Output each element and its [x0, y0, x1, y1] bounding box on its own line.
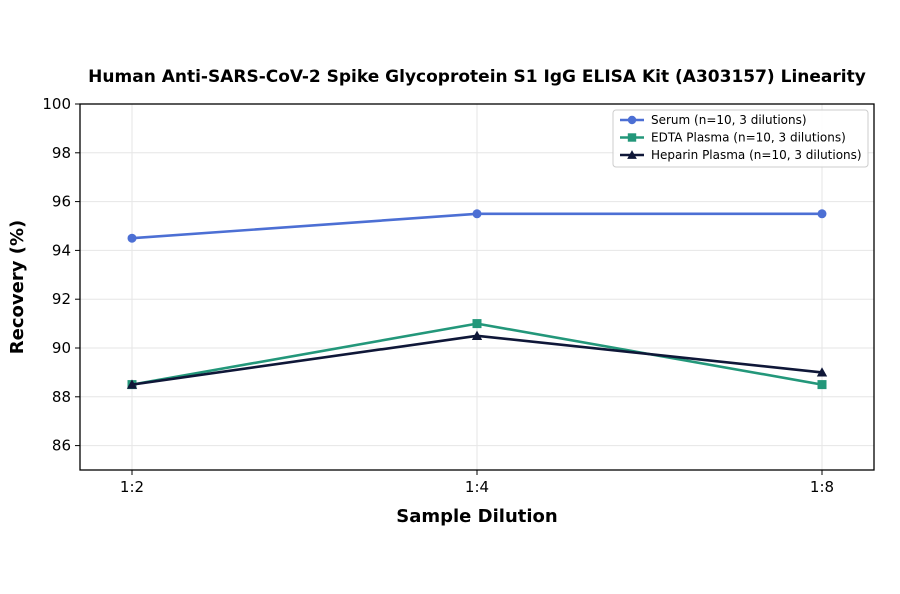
y-tick-label: 96 — [52, 193, 71, 211]
legend-item: EDTA Plasma (n=10, 3 dilutions) — [620, 131, 846, 145]
y-tick-label: 86 — [52, 437, 71, 455]
x-axis-ticks: 1:2 1:4 1:8 — [120, 470, 834, 496]
data-point — [817, 380, 827, 390]
x-axis-label: Sample Dilution — [396, 506, 557, 527]
legend-marker — [627, 150, 637, 159]
y-axis-ticks: 86 88 90 92 94 96 98 100 — [42, 95, 80, 455]
data-point — [472, 209, 482, 219]
series-layer — [126, 209, 828, 390]
data-point — [126, 379, 138, 389]
series-2 — [126, 330, 828, 389]
data-point — [127, 233, 137, 243]
legend-marker — [627, 115, 637, 125]
x-tick-label: 1:2 — [120, 478, 144, 496]
y-tick-label: 98 — [52, 144, 71, 162]
data-point — [817, 209, 827, 219]
y-tick-label: 88 — [52, 388, 71, 406]
legend-box — [612, 109, 869, 168]
data-point — [471, 330, 483, 340]
data-point — [816, 367, 828, 377]
legend-label: Heparin Plasma (n=10, 3 dilutions) — [651, 148, 862, 162]
legend-marker — [627, 133, 637, 142]
legend-label: Serum (n=10, 3 dilutions) — [651, 113, 807, 127]
y-tick-label: 100 — [42, 95, 71, 113]
y-tick-label: 92 — [52, 290, 71, 308]
y-tick-label: 94 — [52, 241, 71, 259]
legend-item: Serum (n=10, 3 dilutions) — [620, 113, 807, 127]
legend-item: Heparin Plasma (n=10, 3 dilutions) — [620, 148, 862, 162]
series-0 — [127, 209, 827, 243]
x-tick-label: 1:8 — [810, 478, 834, 496]
chart-title: Human Anti-SARS-CoV-2 Spike Glycoprotein… — [88, 67, 866, 87]
legend-label: EDTA Plasma (n=10, 3 dilutions) — [651, 131, 846, 145]
x-tick-label: 1:4 — [465, 478, 489, 496]
legend: Serum (n=10, 3 dilutions) EDTA Plasma (n=… — [612, 109, 869, 168]
y-axis-label: Recovery (%) — [7, 220, 28, 354]
data-point — [472, 319, 482, 329]
y-tick-label: 90 — [52, 339, 71, 357]
